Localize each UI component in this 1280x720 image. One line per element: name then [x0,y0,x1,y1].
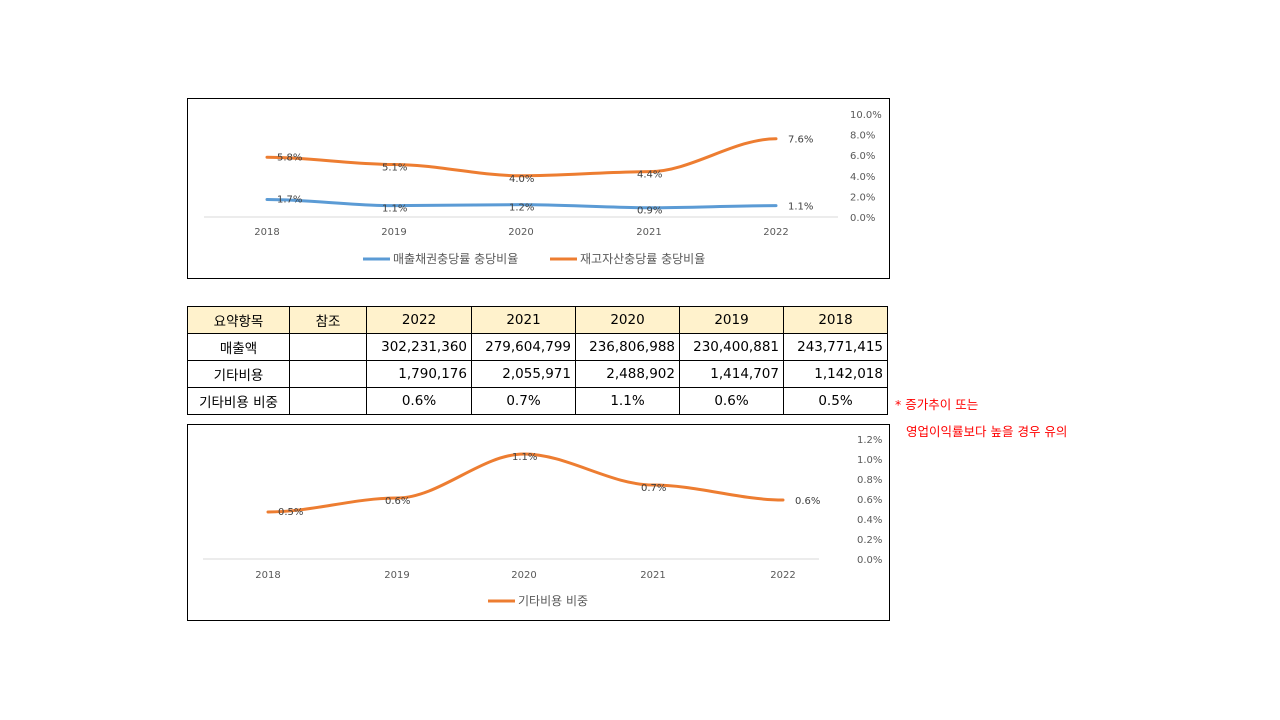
y-tick-label: 4.0% [850,172,875,183]
data-label: 1.7% [277,194,302,205]
legend-label: 매출채권충당률 충당비율 [393,252,518,266]
data-label: 1.1% [512,452,537,463]
row-ref [289,360,367,388]
row-ref [289,387,367,415]
x-tick-label: 2019 [384,570,409,581]
x-tick-label: 2022 [770,570,795,581]
y-tick-label: 0.4% [857,515,882,526]
header-cell: 요약항목 [187,306,290,334]
cell: 279,604,799 [471,333,576,361]
y-tick-label: 10.0% [850,110,882,121]
header-cell: 2020 [575,306,680,334]
legend-label: 재고자산충당률 충당비율 [580,252,705,266]
data-label: 0.6% [795,496,820,507]
series-line-0 [265,197,778,210]
cell: 1,790,176 [366,360,472,388]
data-label: 0.9% [637,206,662,217]
table-row: 기타비용 1,790,176 2,055,971 2,488,902 1,414… [187,360,888,388]
cell: 0.6% [679,387,784,415]
header-cell: 2022 [366,306,472,334]
y-tick-label: 0.8% [857,475,882,486]
data-label: 5.8% [277,152,302,163]
data-label: 0.6% [385,496,410,507]
header-cell: 2021 [471,306,576,334]
x-tick-label: 2022 [763,227,788,238]
cell: 1.1% [575,387,680,415]
provision-ratio-chart-svg: 0.0% 2.0% 4.0% 6.0% 8.0% 10.0% 2018 2019 2020 202… [204,110,882,266]
y-tick-label: 0.6% [857,495,882,506]
y-tick-label: 0.0% [850,213,875,224]
cell: 0.6% [366,387,472,415]
y-tick-label: 6.0% [850,151,875,162]
header-cell: 참조 [289,306,367,334]
x-tick-label: 2018 [254,227,279,238]
data-label: 4.4% [637,170,662,181]
row-label: 기타비용 [187,360,290,388]
data-label: 1.1% [382,204,407,215]
x-tick-label: 2020 [508,227,533,238]
data-label: 7.6% [788,135,813,146]
series-line-1 [265,137,778,178]
cell: 1,414,707 [679,360,784,388]
y-tick-label: 1.2% [857,435,882,446]
x-tick-label: 2021 [636,227,661,238]
cell: 2,055,971 [471,360,576,388]
x-tick-label: 2021 [640,570,665,581]
y-tick-label: 2.0% [850,192,875,203]
row-label: 기타비용 비중 [187,387,290,415]
y-tick-label: 8.0% [850,131,875,142]
row-label: 매출액 [187,333,290,361]
header-cell: 2018 [783,306,888,334]
cell: 0.5% [783,387,888,415]
data-label: 4.0% [509,174,534,185]
y-tick-label: 1.0% [857,455,882,466]
cell: 302,231,360 [366,333,472,361]
table-row: 기타비용 비중 0.6% 0.7% 1.1% 0.6% 0.5% [187,387,888,415]
data-label: 0.7% [641,483,666,494]
note-line-2: 영업이익률보다 높을 경우 유의 [906,424,1068,439]
note-line-1: * 증가추이 또는 [895,397,979,412]
y-tick-label: 0.2% [857,535,882,546]
data-label: 1.2% [509,203,534,214]
data-label: 1.1% [788,202,813,213]
cell: 1,142,018 [783,360,888,388]
header-cell: 2019 [679,306,784,334]
table-row: 매출액 302,231,360 279,604,799 236,806,988 … [187,333,888,361]
cell: 243,771,415 [783,333,888,361]
y-tick-label: 0.0% [857,555,882,566]
summary-table: 요약항목 참조 2022 2021 2020 2019 2018 매출액 302… [187,306,888,415]
cell: 0.7% [471,387,576,415]
legend-label: 기타비용 비중 [518,594,588,608]
x-tick-label: 2020 [511,570,536,581]
table-header-row: 요약항목 참조 2022 2021 2020 2019 2018 [187,306,888,334]
data-label: 0.5% [278,507,303,518]
x-tick-label: 2018 [255,570,280,581]
provision-ratio-chart: 0.0% 2.0% 4.0% 6.0% 8.0% 10.0% 2018 2019 2020 202… [187,98,890,279]
series-line-0 [266,452,785,514]
other-expense-ratio-chart-svg: 0.0% 0.2% 0.4% 0.6% 0.8% 1.0% 1.2% 2018 2019 2020… [203,435,882,608]
row-ref [289,333,367,361]
other-expense-ratio-chart: 0.0% 0.2% 0.4% 0.6% 0.8% 1.0% 1.2% 2018 2019 2020… [187,424,890,621]
cell: 236,806,988 [575,333,680,361]
cell: 2,488,902 [575,360,680,388]
cell: 230,400,881 [679,333,784,361]
x-tick-label: 2019 [381,227,406,238]
data-label: 5.1% [382,162,407,173]
